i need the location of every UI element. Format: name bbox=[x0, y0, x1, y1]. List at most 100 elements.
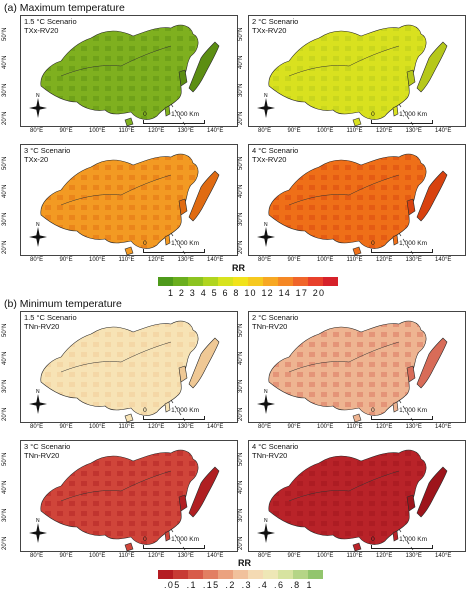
scale-zero: 0 bbox=[143, 240, 147, 247]
legend-swatch bbox=[308, 570, 323, 579]
japan-region bbox=[416, 337, 448, 389]
index-name: TNn-RV20 bbox=[24, 322, 60, 331]
dash-mark bbox=[402, 534, 406, 539]
taiwan-region bbox=[392, 105, 399, 117]
korea-region bbox=[178, 69, 188, 87]
lat-label: 40°N bbox=[2, 480, 8, 494]
north-label: N bbox=[264, 93, 268, 99]
taiwan-region bbox=[392, 530, 399, 542]
lat-label: 20°N bbox=[2, 536, 8, 550]
scenario-label: 1.5 °C Scenario TNn-RV20 bbox=[24, 313, 77, 331]
scale-zero: 0 bbox=[143, 111, 147, 118]
lon-label: 90°E bbox=[59, 128, 73, 134]
dash-mark bbox=[178, 540, 182, 545]
map-panel: 1.5 °C Scenario TXx-RV20 N 0 1,000 Km bbox=[20, 15, 238, 127]
lon-label: 140°E bbox=[207, 553, 224, 559]
lat-label: 20°N bbox=[238, 407, 244, 421]
scenario-label: 1.5 °C Scenario TXx-RV20 bbox=[24, 17, 77, 35]
lat-label: 40°N bbox=[238, 480, 244, 494]
lon-label: 110°E bbox=[346, 424, 363, 430]
index-name: TNn-RV20 bbox=[24, 451, 60, 460]
legend-swatch bbox=[188, 570, 203, 579]
lat-label: 30°N bbox=[238, 212, 244, 226]
lat-label: 30°N bbox=[238, 379, 244, 393]
mainland-region bbox=[268, 24, 427, 120]
lon-label: 120°E bbox=[376, 257, 393, 263]
taiwan-region bbox=[164, 234, 171, 246]
lat-label: 30°N bbox=[2, 379, 8, 393]
map-panel: 4 °C Scenario TXx-RV20 N 0 1,000 Km bbox=[248, 144, 466, 256]
hainan-region bbox=[124, 413, 134, 422]
lon-label: 140°E bbox=[207, 424, 224, 430]
legend-swatch bbox=[248, 570, 263, 579]
scenario-name: 1.5 °C Scenario bbox=[24, 313, 77, 322]
scale-label: 1,000 Km bbox=[171, 111, 199, 118]
dash-mark bbox=[178, 115, 182, 120]
scale-zero: 0 bbox=[143, 536, 147, 543]
japan-region bbox=[188, 170, 220, 222]
lat-label: 50°N bbox=[238, 452, 244, 466]
dash-mark bbox=[174, 534, 178, 539]
lat-label: 30°N bbox=[238, 508, 244, 522]
index-name: TNn-RV20 bbox=[252, 451, 288, 460]
lon-label: 80°E bbox=[258, 424, 272, 430]
lon-label: 110°E bbox=[118, 553, 135, 559]
border-line bbox=[288, 341, 400, 373]
lon-label: 90°E bbox=[287, 128, 301, 134]
legend-a-title: RR bbox=[232, 263, 245, 273]
lat-label: 20°N bbox=[2, 240, 8, 254]
legend-a-bar bbox=[158, 277, 338, 286]
scale-label: 1,000 Km bbox=[399, 407, 427, 414]
korea-region bbox=[178, 494, 188, 512]
korea-region bbox=[178, 198, 188, 216]
scale-line bbox=[371, 249, 434, 253]
north-arrow-icon: N bbox=[29, 222, 47, 247]
lon-label: 80°E bbox=[258, 128, 272, 134]
legend-swatch bbox=[173, 570, 188, 579]
lon-label: 100°E bbox=[317, 257, 334, 263]
border-line bbox=[60, 45, 172, 77]
lat-label: 50°N bbox=[238, 156, 244, 170]
legend-swatch bbox=[218, 277, 233, 286]
scenario-name: 4 °C Scenario bbox=[252, 146, 299, 155]
legend-swatch bbox=[158, 277, 173, 286]
map-area bbox=[40, 24, 220, 126]
lon-label: 120°E bbox=[148, 128, 165, 134]
scale-line bbox=[371, 120, 434, 124]
taiwan-region bbox=[164, 401, 171, 413]
scale-line bbox=[371, 545, 434, 549]
index-name: TXx-RV20 bbox=[24, 26, 59, 35]
lat-label: 50°N bbox=[238, 27, 244, 41]
lat-label: 20°N bbox=[2, 111, 8, 125]
north-label: N bbox=[264, 518, 268, 524]
lon-label: 100°E bbox=[317, 128, 334, 134]
scale-line bbox=[143, 416, 206, 420]
scale-bar: 0 1,000 Km bbox=[371, 407, 434, 420]
lat-label: 40°N bbox=[2, 351, 8, 365]
korea-region bbox=[406, 198, 416, 216]
map-area bbox=[268, 320, 448, 422]
lon-label: 140°E bbox=[435, 553, 452, 559]
map-panel: 2 °C Scenario TNn-RV20 N 0 1,000 Km bbox=[248, 311, 466, 423]
legend-swatch bbox=[293, 277, 308, 286]
dash-mark bbox=[406, 244, 410, 249]
lat-label: 30°N bbox=[2, 83, 8, 97]
japan-region bbox=[188, 41, 220, 93]
dash-mark bbox=[170, 103, 174, 108]
lat-label: 20°N bbox=[238, 240, 244, 254]
north-arrow-icon: N bbox=[257, 389, 275, 414]
lat-label: 50°N bbox=[2, 27, 8, 41]
dash-mark bbox=[402, 405, 406, 410]
north-label: N bbox=[36, 518, 40, 524]
japan-region bbox=[416, 466, 448, 518]
scale-bar: 0 1,000 Km bbox=[371, 111, 434, 124]
legend-swatch bbox=[158, 570, 173, 579]
index-name: TXx-RV20 bbox=[252, 26, 287, 35]
hainan-region bbox=[352, 542, 362, 551]
north-arrow-icon: N bbox=[29, 518, 47, 543]
lon-label: 120°E bbox=[376, 128, 393, 134]
lon-label: 120°E bbox=[148, 257, 165, 263]
scenario-name: 2 °C Scenario bbox=[252, 313, 299, 322]
lon-label: 90°E bbox=[287, 553, 301, 559]
lat-label: 20°N bbox=[2, 407, 8, 421]
